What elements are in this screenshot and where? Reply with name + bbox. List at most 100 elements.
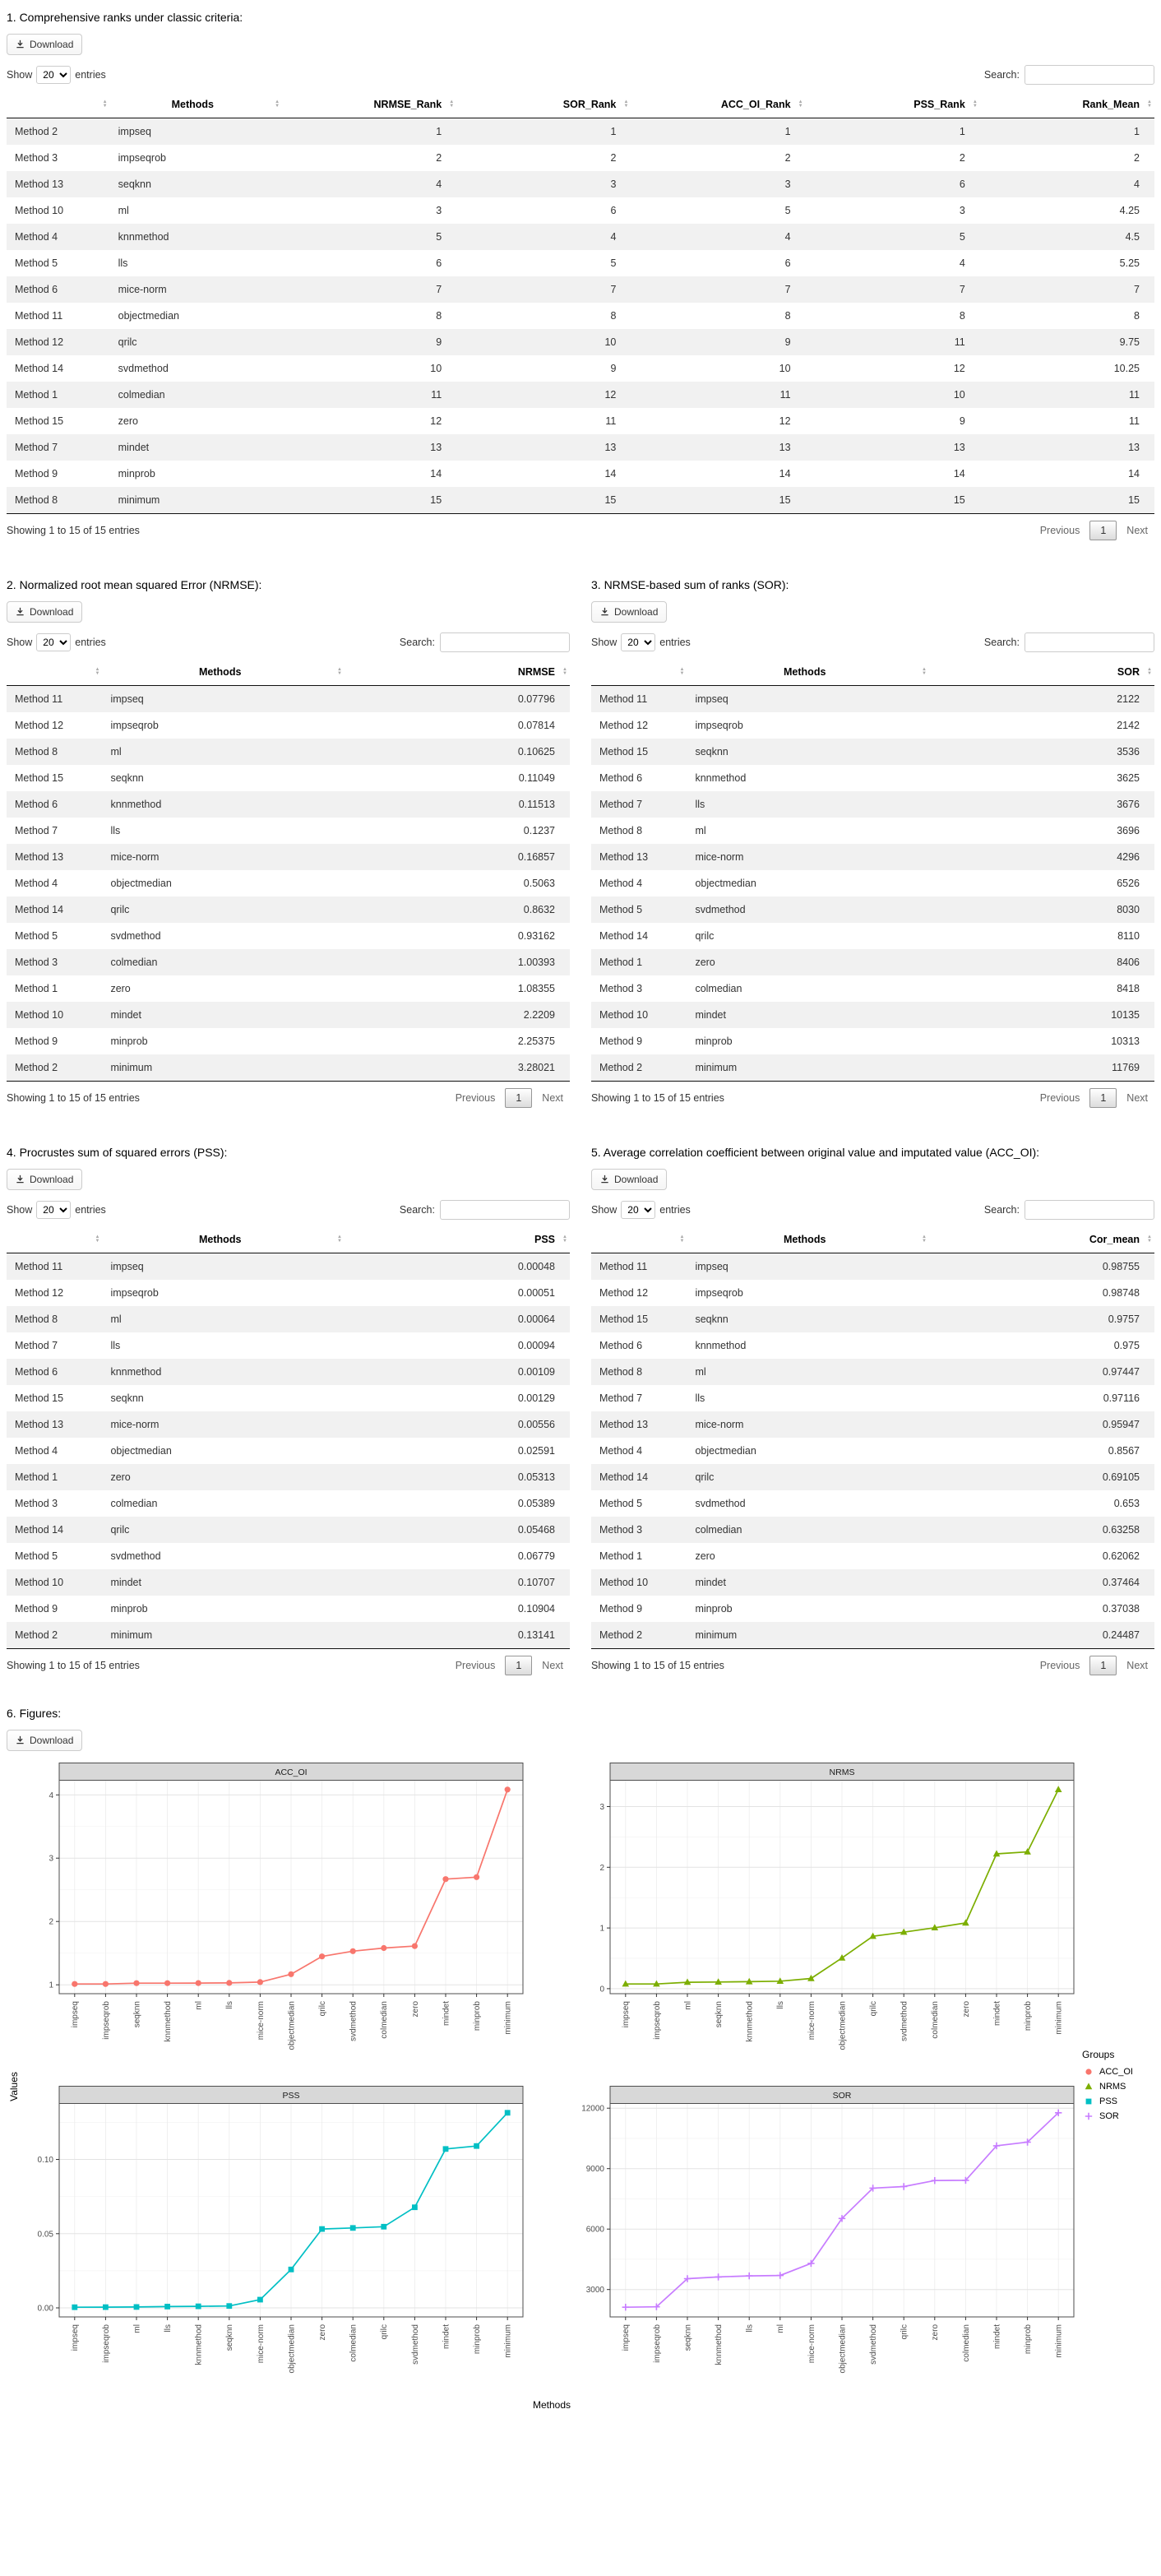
- table-row: Method 8 ml 0.00064: [7, 1305, 570, 1332]
- next-button[interactable]: Next: [1126, 524, 1148, 536]
- page-size-select[interactable]: 20: [36, 632, 72, 651]
- column-header-sor[interactable]: SOR ▲ ▼: [928, 658, 1154, 686]
- search-input[interactable]: [1025, 64, 1154, 85]
- download-button[interactable]: Download: [7, 1168, 83, 1190]
- page-1-button[interactable]: 1: [505, 1655, 533, 1675]
- column-header-rownames[interactable]: ▲ ▼: [7, 90, 110, 118]
- row-name-cell: Method 8: [7, 486, 110, 514]
- svg-text:objectmedian: objectmedian: [838, 2324, 847, 2373]
- method-cell: colmedian: [102, 948, 345, 975]
- previous-button[interactable]: Previous: [1039, 524, 1080, 536]
- search-input[interactable]: [1025, 632, 1154, 652]
- row-name-cell: Method 7: [15, 1339, 58, 1351]
- column-header-cor_mean[interactable]: Cor_mean ▲ ▼: [928, 1225, 1154, 1253]
- column-header-rownames[interactable]: ▲ ▼: [591, 658, 687, 686]
- page-1-button[interactable]: 1: [1089, 1087, 1117, 1108]
- column-header-methods[interactable]: Methods ▲ ▼: [102, 1225, 345, 1253]
- page-1-button[interactable]: 1: [1089, 1655, 1117, 1675]
- page-1-button[interactable]: 1: [1089, 520, 1117, 540]
- table-row: Method 3 colmedian 1.00393: [7, 948, 570, 975]
- section-figures: 6. Figures: Download Values ACC_OI 1 2 3 4 im…: [7, 1706, 1154, 2411]
- download-button[interactable]: Download: [7, 33, 83, 55]
- search-input[interactable]: [440, 1199, 570, 1220]
- column-header-methods[interactable]: Methods ▲ ▼: [687, 1225, 929, 1253]
- column-header-acc_oi_rank[interactable]: ACC_OI_Rank ▲ ▼: [631, 90, 806, 118]
- method-cell: mindet: [687, 1568, 929, 1596]
- sor-table: ▲ ▼ Methods ▲ ▼ SOR ▲ ▼ Method 11 impseq 2122 Metho…: [591, 658, 1154, 1082]
- chart-svg-acc_oi: ACC_OI 1 2 3 4 impseq impseqrob seqknn knnmethod…: [49, 1762, 524, 2050]
- svg-text:9000: 9000: [586, 2165, 605, 2174]
- value-cell: 15: [979, 486, 1154, 514]
- table-row: Method 4 objectmedian 6526: [591, 870, 1154, 897]
- table-row: Method 3 colmedian 0.05389: [7, 1490, 570, 1517]
- search-label: Search:: [983, 636, 1020, 648]
- next-button[interactable]: Next: [1126, 1091, 1148, 1104]
- column-header-sor_rank[interactable]: SOR_Rank ▲ ▼: [456, 90, 631, 118]
- table-row: Method 8 ml 0.97447: [591, 1358, 1154, 1385]
- show-label: Show: [591, 1203, 618, 1216]
- table-row: Method 10 ml 3 6 5 3 4.25: [7, 197, 1154, 224]
- value-cell: 7: [805, 276, 980, 303]
- value-cell: 15: [456, 486, 631, 514]
- next-button[interactable]: Next: [1126, 1659, 1148, 1671]
- column-header-methods[interactable]: Methods ▲ ▼: [102, 658, 345, 686]
- show-label: Show: [7, 1203, 33, 1216]
- section-acc-oi: 5. Average correlation coefficient betwe…: [591, 1140, 1154, 1681]
- svg-text:colmedian: colmedian: [931, 2001, 940, 2039]
- column-header-rank_mean[interactable]: Rank_Mean ▲ ▼: [979, 90, 1154, 118]
- svg-text:impseqrob: impseqrob: [102, 2323, 111, 2362]
- method-cell: minprob: [118, 467, 155, 480]
- page-size-select[interactable]: 20: [36, 65, 72, 84]
- table-row: Method 13 mice-norm 0.00556: [7, 1411, 570, 1438]
- search-input[interactable]: [1025, 1199, 1154, 1220]
- value-cell: 10.25: [1113, 362, 1140, 374]
- row-name-cell: Method 14: [599, 929, 649, 942]
- column-header-methods[interactable]: Methods ▲ ▼: [109, 90, 283, 118]
- table-row: Method 6 knnmethod 0.11513: [7, 790, 570, 818]
- table-row: Method 2 minimum 11769: [591, 1054, 1154, 1082]
- column-header-pss_rank[interactable]: PSS_Rank ▲ ▼: [805, 90, 980, 118]
- column-header-nrmse_rank[interactable]: NRMSE_Rank ▲ ▼: [282, 90, 457, 118]
- method-cell: impseq: [102, 1253, 345, 1280]
- search-input[interactable]: [440, 632, 570, 652]
- value-cell: 10: [430, 362, 442, 374]
- svg-text:seqknn: seqknn: [225, 2324, 234, 2351]
- legend-symbol-circle: [1085, 2068, 1092, 2075]
- next-button[interactable]: Next: [542, 1659, 563, 1671]
- table-footer: Showing 1 to 15 of 15 entries Previous 1…: [591, 1082, 1154, 1114]
- method-cell: minimum: [687, 1621, 929, 1649]
- download-button[interactable]: Download: [7, 600, 83, 623]
- page-size-select[interactable]: 20: [36, 1200, 72, 1219]
- download-button[interactable]: Download: [591, 600, 668, 623]
- column-header-pss[interactable]: PSS ▲ ▼: [344, 1225, 570, 1253]
- previous-button[interactable]: Previous: [455, 1659, 496, 1671]
- value-cell: 1: [282, 118, 457, 145]
- previous-button[interactable]: Previous: [1039, 1091, 1080, 1104]
- method-cell: qrilc: [695, 929, 715, 942]
- table-row: Method 14 qrilc 8110: [591, 923, 1154, 949]
- next-button[interactable]: Next: [542, 1091, 563, 1104]
- page-size-select[interactable]: 20: [621, 632, 656, 651]
- row-name-cell: Method 10: [15, 204, 64, 216]
- download-button[interactable]: Download: [591, 1168, 668, 1190]
- column-header-rownames[interactable]: ▲ ▼: [7, 658, 103, 686]
- column-header-rownames[interactable]: ▲ ▼: [591, 1225, 687, 1253]
- page-1-button[interactable]: 1: [505, 1087, 533, 1108]
- page-size-select[interactable]: 20: [621, 1200, 656, 1219]
- svg-text:minimum: minimum: [504, 2324, 513, 2358]
- column-header-methods[interactable]: Methods ▲ ▼: [687, 658, 929, 686]
- value-cell: 9: [631, 328, 806, 355]
- svg-text:minimum: minimum: [1055, 2324, 1064, 2358]
- previous-button[interactable]: Previous: [1039, 1659, 1080, 1671]
- value-cell: 8110: [1117, 929, 1140, 942]
- value-cell: 2: [959, 151, 965, 164]
- legend-label: NRMS: [1099, 2081, 1126, 2092]
- pagination: Previous 1 Next: [1034, 520, 1154, 540]
- download-button[interactable]: Download: [7, 1729, 83, 1751]
- method-cell: svdmethod: [110, 929, 161, 942]
- row-name-cell: Method 9: [15, 1035, 58, 1047]
- column-header-nrmse[interactable]: NRMSE ▲ ▼: [344, 658, 570, 686]
- column-header-rownames[interactable]: ▲ ▼: [7, 1225, 103, 1253]
- method-cell: lls: [695, 1392, 705, 1404]
- previous-button[interactable]: Previous: [455, 1091, 496, 1104]
